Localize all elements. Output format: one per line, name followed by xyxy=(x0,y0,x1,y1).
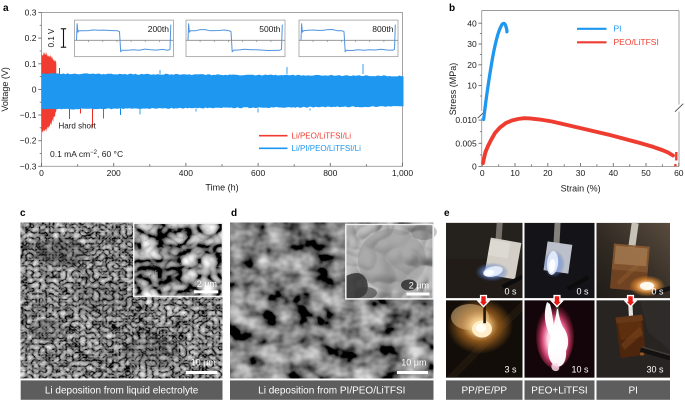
svg-text:20: 20 xyxy=(543,168,553,178)
svg-text:0.005: 0.005 xyxy=(455,138,477,148)
svg-text:Li deposition from liquid elec: Li deposition from liquid electrolyte xyxy=(45,385,199,396)
svg-text:Hard short: Hard short xyxy=(59,122,97,131)
svg-text:PI: PI xyxy=(614,24,622,34)
svg-text:0: 0 xyxy=(39,168,44,178)
svg-text:0.1: 0.1 xyxy=(25,59,37,69)
svg-text:10: 10 xyxy=(510,168,520,178)
svg-text:PEO/LiTFSI: PEO/LiTFSI xyxy=(614,37,659,47)
svg-text:0.010: 0.010 xyxy=(455,115,477,125)
svg-text:3 s: 3 s xyxy=(504,365,517,375)
svg-text:400: 400 xyxy=(179,168,193,178)
svg-text:2 μm: 2 μm xyxy=(409,281,429,291)
svg-text:Voltage (V): Voltage (V) xyxy=(0,67,10,112)
svg-text:0.1 mA cm−2, 60 °C: 0.1 mA cm−2, 60 °C xyxy=(50,149,123,159)
svg-text:50: 50 xyxy=(641,168,651,178)
svg-text:0: 0 xyxy=(472,162,477,172)
svg-text:Stress (MPa): Stress (MPa) xyxy=(448,63,458,116)
svg-text:500th: 500th xyxy=(259,24,281,34)
svg-text:b: b xyxy=(449,3,455,14)
svg-text:−0.2: −0.2 xyxy=(20,136,37,146)
svg-text:Time (h): Time (h) xyxy=(205,183,238,193)
svg-text:0 s: 0 s xyxy=(576,287,589,297)
svg-text:Li/PEO/LiTFSI/Li: Li/PEO/LiTFSI/Li xyxy=(292,132,352,141)
svg-text:20: 20 xyxy=(467,60,477,70)
svg-text:0.2: 0.2 xyxy=(25,33,37,43)
svg-text:1,000: 1,000 xyxy=(392,168,414,178)
svg-text:−0.3: −0.3 xyxy=(20,161,37,171)
svg-text:30: 30 xyxy=(467,39,477,49)
svg-text:40: 40 xyxy=(467,18,477,28)
svg-text:Strain (%): Strain (%) xyxy=(561,184,601,194)
svg-text:10 s: 10 s xyxy=(571,365,589,375)
svg-text:0 s: 0 s xyxy=(651,287,664,297)
svg-text:d: d xyxy=(231,208,237,219)
svg-text:e: e xyxy=(444,208,450,219)
svg-text:0: 0 xyxy=(32,84,37,94)
svg-text:a: a xyxy=(3,3,9,14)
svg-text:PEO+LiTFSI: PEO+LiTFSI xyxy=(531,386,587,397)
svg-text:60: 60 xyxy=(674,168,684,178)
svg-text:c: c xyxy=(20,208,26,219)
svg-text:0: 0 xyxy=(480,168,485,178)
svg-text:10 μm: 10 μm xyxy=(401,358,426,368)
svg-text:−0.1: −0.1 xyxy=(20,110,37,120)
svg-text:PP/PE/PP: PP/PE/PP xyxy=(462,386,508,397)
svg-text:PI: PI xyxy=(628,386,637,397)
svg-text:30 s: 30 s xyxy=(646,365,664,375)
svg-text:0 s: 0 s xyxy=(504,287,517,297)
svg-text:2 μm: 2 μm xyxy=(197,279,217,289)
svg-text:Li/PI/PEO/LiTFSI/Li: Li/PI/PEO/LiTFSI/Li xyxy=(292,144,362,153)
svg-text:10: 10 xyxy=(467,81,477,91)
svg-text:800th: 800th xyxy=(372,24,394,34)
svg-text:30: 30 xyxy=(576,168,586,178)
svg-text:0.1 V: 0.1 V xyxy=(47,28,56,47)
svg-text:10 μm: 10 μm xyxy=(191,358,216,368)
svg-text:200: 200 xyxy=(107,168,121,178)
svg-text:40: 40 xyxy=(609,168,619,178)
svg-text:200th: 200th xyxy=(148,24,170,34)
svg-text:600: 600 xyxy=(251,168,265,178)
svg-text:Li deposition from PI/PEO/LiTF: Li deposition from PI/PEO/LiTFSI xyxy=(258,385,405,396)
svg-text:800: 800 xyxy=(323,168,337,178)
svg-text:0.3: 0.3 xyxy=(25,8,37,18)
